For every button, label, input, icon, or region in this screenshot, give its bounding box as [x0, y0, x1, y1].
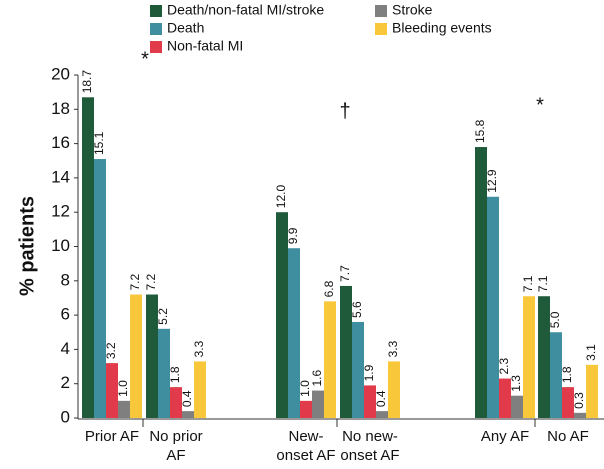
y-tick-label: 6 [61, 305, 70, 324]
bar [182, 411, 194, 418]
y-tick-label: 14 [51, 167, 70, 186]
value-label: 7.1 [521, 275, 535, 292]
annotation: * [141, 48, 149, 70]
bar [300, 400, 312, 418]
legend-label: Bleeding events [392, 20, 492, 36]
value-label: 3.3 [192, 340, 206, 357]
value-label: 18.7 [80, 70, 94, 94]
legend-label: Death/non-fatal MI/stroke [167, 2, 324, 18]
x-tick-label: Prior AF [85, 428, 139, 445]
legend-swatch [150, 23, 162, 35]
value-label: 6.8 [322, 280, 336, 297]
bar [352, 321, 364, 418]
bar [388, 361, 400, 418]
legend-label: Stroke [392, 2, 433, 18]
legend-swatch [150, 5, 162, 17]
y-tick-label: 18 [51, 99, 70, 118]
bar [487, 196, 499, 418]
bar [106, 363, 118, 418]
bar [158, 328, 170, 418]
x-tick-label: No prior AF [149, 428, 202, 464]
bar [574, 412, 586, 418]
value-label: 9.9 [286, 227, 300, 244]
bar [475, 147, 487, 418]
value-label: 0.4 [180, 390, 194, 407]
legend-swatch [375, 23, 387, 35]
bar [288, 248, 300, 418]
value-label: 5.0 [548, 311, 562, 328]
bar [194, 361, 206, 418]
bar [376, 411, 388, 418]
y-tick-label: 2 [61, 373, 70, 392]
value-label: 7.7 [338, 265, 352, 282]
y-tick-label: 16 [51, 133, 70, 152]
value-label: 15.1 [92, 131, 106, 155]
value-label: 5.6 [350, 301, 364, 318]
bar [364, 385, 376, 418]
value-label: 3.2 [104, 342, 118, 359]
y-axis-label: % patients [16, 196, 38, 296]
legend-swatch [150, 41, 162, 53]
y-tick-label: 12 [51, 202, 70, 221]
value-label: 1.0 [116, 380, 130, 397]
x-tick-label: New-onset AF [276, 428, 335, 464]
legend-label: Death [167, 20, 204, 36]
value-label: 15.8 [473, 119, 487, 143]
bar [550, 332, 562, 418]
bar [499, 378, 511, 418]
legend-swatch [375, 5, 387, 17]
annotation: * [536, 94, 544, 116]
bar [130, 294, 142, 418]
value-label: 7.1 [536, 275, 550, 292]
bar [82, 97, 94, 419]
value-label: 0.3 [572, 392, 586, 409]
annotation: † [339, 100, 350, 122]
bar [170, 387, 182, 418]
value-label: 1.6 [310, 370, 324, 387]
value-label: 7.2 [144, 274, 158, 291]
value-label: 3.3 [386, 340, 400, 357]
value-label: 1.3 [509, 375, 523, 392]
value-label: 7.2 [128, 274, 142, 291]
bar [538, 296, 550, 418]
x-tick-label: No new-onset AF [340, 428, 399, 464]
y-tick-label: 20 [51, 64, 70, 83]
value-label: 12.0 [274, 185, 288, 209]
bar [586, 364, 598, 418]
bar [94, 159, 106, 418]
value-label: 1.9 [362, 364, 376, 381]
value-label: 1.8 [168, 366, 182, 383]
bar [118, 400, 130, 418]
value-label: 2.3 [497, 358, 511, 375]
value-label: 1.8 [560, 366, 574, 383]
x-tick-label: No AF [547, 428, 589, 445]
value-label: 0.4 [374, 390, 388, 407]
value-label: 3.1 [584, 344, 598, 361]
value-label: 12.9 [485, 169, 499, 193]
bar [146, 294, 158, 418]
bar [523, 296, 535, 418]
legend-label: Non-fatal MI [167, 38, 243, 54]
bar [511, 395, 523, 418]
y-tick-label: 8 [61, 270, 70, 289]
bar [340, 285, 352, 418]
value-label: 1.0 [298, 380, 312, 397]
bar [276, 212, 288, 418]
x-tick-label: Any AF [481, 428, 529, 445]
y-tick-label: 10 [51, 236, 70, 255]
value-label: 5.2 [156, 308, 170, 325]
bar [324, 301, 336, 418]
bar [562, 387, 574, 418]
y-tick-label: 0 [61, 407, 70, 426]
y-tick-label: 4 [61, 339, 70, 358]
bar [312, 390, 324, 418]
